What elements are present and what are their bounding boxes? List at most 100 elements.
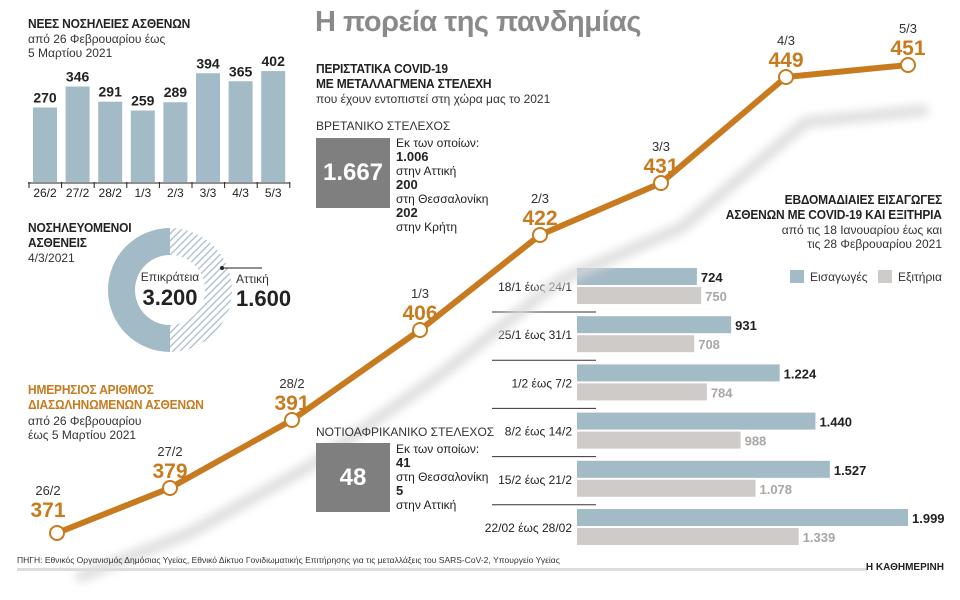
donut-leader-dot — [220, 266, 224, 270]
bar-26/2 — [33, 107, 57, 182]
new-admissions-subtitle-2: 5 Μαρτίου 2021 — [28, 46, 113, 60]
bar-value-label: 259 — [131, 93, 155, 109]
bar-2/3 — [163, 102, 188, 182]
intubated-title-2: ΔΙΑΣΩΛΗΝΩΜΕΝΩΝ ΑΣΘΕΝΩΝ — [28, 397, 204, 412]
bar-1/3 — [130, 110, 155, 182]
sa-thessaloniki-value: 41 — [396, 455, 411, 470]
admissions-value-label: 1.527 — [834, 463, 867, 478]
line-point-27/2 — [162, 480, 178, 496]
discharges-bar — [577, 335, 695, 353]
uk-crete-value: 202 — [396, 205, 418, 220]
intubated-line — [55, 62, 909, 536]
donut-total-label: Επικράτεια — [140, 270, 200, 284]
uk-attica-value: 1.006 — [396, 149, 429, 164]
variants-title-2: ΜΕ ΜΕΤΑΛΛΑΓΜΕΝΑ ΣΤΕΛΕΧΗ — [316, 76, 492, 91]
bar-category-label: 4/3 — [232, 186, 249, 200]
source-note: ΠΗΓΗ: Εθνικός Οργανισμός Δημόσιας Υγείας… — [17, 555, 560, 565]
line-value-label: 422 — [522, 207, 557, 230]
bar-4/3 — [228, 81, 253, 182]
week-label: 1/2 έως 7/2 — [511, 376, 572, 390]
legend-admissions-label: Εισαγωγές — [810, 270, 868, 284]
line-value-label: 379 — [152, 460, 187, 483]
discharges-bar — [577, 528, 799, 545]
bar-category-label: 5/3 — [265, 186, 282, 200]
admissions-value-label: 1.999 — [912, 511, 945, 526]
week-label: 25/1 έως 31/1 — [498, 328, 572, 342]
bar-5/3 — [261, 71, 286, 182]
weekly-title-2: ΑΣΘΕΝΩΝ ΜΕ COVID-19 ΚΑΙ ΕΞΙΤΗΡΙΑ — [726, 207, 942, 222]
variants-title-1: ΠΕΡΙΣΤΑΤΙΚΑ COVID-19 — [316, 61, 448, 76]
discharges-value-label: 750 — [705, 289, 727, 304]
weekly-title-1: ΕΒΔΟΜΑΔΙΑΙΕΣ ΕΙΣΑΓΩΓΕΣ — [784, 192, 943, 207]
line-point-5/3 — [900, 57, 916, 73]
admissions-value-label: 1.440 — [819, 415, 852, 430]
discharges-bar — [577, 383, 707, 401]
hospitalized-title-1: ΝΟΣΗΛΕΥΟΜΕΝΟΙ — [28, 220, 132, 235]
bar-category-label: 1/3 — [134, 186, 151, 200]
discharges-bar — [577, 479, 756, 497]
line-date-label: 26/2 — [35, 483, 60, 498]
week-label: 8/2 έως 14/2 — [505, 425, 573, 439]
bar-value-label: 270 — [33, 89, 57, 105]
discharges-value-label: 784 — [711, 385, 733, 400]
donut-attica-label: Αττική — [236, 272, 269, 286]
bar-value-label: 365 — [229, 63, 253, 79]
line-point-3/3 — [653, 175, 669, 191]
new-admissions-subtitle-1: από 26 Φεβρουαρίου έως — [28, 32, 166, 46]
intubated-subtitle-2: έως 5 Μαρτίου 2021 — [28, 428, 137, 442]
line-value-label: 371 — [30, 499, 65, 522]
legend-discharges: Εξιτήρια — [878, 270, 942, 284]
bar-3/3 — [196, 73, 220, 182]
line-value-label: 449 — [768, 49, 803, 72]
line-date-label: 2/3 — [531, 191, 549, 206]
discharges-value-label: 1.078 — [759, 482, 792, 497]
bar-value-label: 289 — [164, 84, 188, 100]
line-shadow — [75, 105, 929, 583]
discharges-value-label: 1.339 — [803, 530, 836, 545]
uk-thessaloniki-value: 200 — [396, 177, 418, 192]
line-date-label: 4/3 — [777, 33, 795, 48]
bar-category-label: 2/3 — [167, 186, 184, 200]
discharges-value-label: 708 — [698, 337, 720, 352]
bar-value-label: 346 — [66, 69, 90, 85]
bar-category-label: 27/2 — [66, 186, 90, 200]
intubated-subtitle-1: από 26 Φεβρουαρίου — [28, 414, 142, 428]
legend-admissions-swatch — [790, 270, 804, 283]
admissions-bar — [577, 316, 732, 334]
donut-slice-attica — [170, 228, 232, 352]
admissions-bar — [577, 509, 908, 526]
bar-category-label: 28/2 — [99, 186, 123, 200]
admissions-bar — [577, 268, 697, 285]
line-point-28/2 — [284, 412, 300, 428]
donut-slice-rest — [107, 228, 170, 352]
sa-attica-place: στην Αττική — [396, 498, 457, 512]
legend-admissions: Εισαγωγές — [790, 270, 868, 284]
new-admissions-title: ΝΕΕΣ ΝΟΣΗΛΕΙΕΣ ΑΣΘΕΝΩΝ — [28, 16, 191, 31]
sa-thessaloniki-place: στη Θεσσαλονίκη — [396, 470, 489, 484]
admissions-value-label: 931 — [735, 318, 757, 333]
footer-rule — [17, 568, 867, 571]
uk-crete-place: στην Κρήτη — [396, 220, 458, 234]
line-value-label: 451 — [890, 37, 925, 60]
brand-logo: Η ΚΑΘΗΜΕΡΙΝΗ — [865, 562, 944, 573]
bar-category-label: 3/3 — [200, 186, 217, 200]
bar-value-label: 402 — [262, 53, 286, 69]
uk-thessaloniki-place: στη Θεσσαλονίκη — [396, 192, 489, 206]
main-title: Η πορεία της πανδημίας — [315, 6, 641, 38]
hospitalized-date: 4/3/2021 — [28, 251, 75, 265]
line-date-label: 27/2 — [157, 444, 182, 459]
bar-27/2 — [65, 86, 90, 182]
bar-category-label: 26/2 — [33, 186, 57, 200]
bar-28/2 — [98, 101, 123, 182]
donut-total-value: 3.200 — [142, 285, 198, 310]
legend-discharges-label: Εξιτήρια — [898, 270, 942, 284]
discharges-bar — [577, 431, 741, 449]
admissions-bar — [577, 460, 830, 478]
line-point-4/3 — [778, 69, 794, 85]
line-value-label: 391 — [274, 392, 309, 415]
weekly-subtitle-1: από τις 18 Ιανουαρίου έως και — [781, 223, 942, 237]
sa-intro: Εκ των οποίων: — [396, 442, 480, 456]
uk-attica-place: στην Αττική — [396, 164, 457, 178]
line-date-label: 1/3 — [411, 286, 429, 301]
